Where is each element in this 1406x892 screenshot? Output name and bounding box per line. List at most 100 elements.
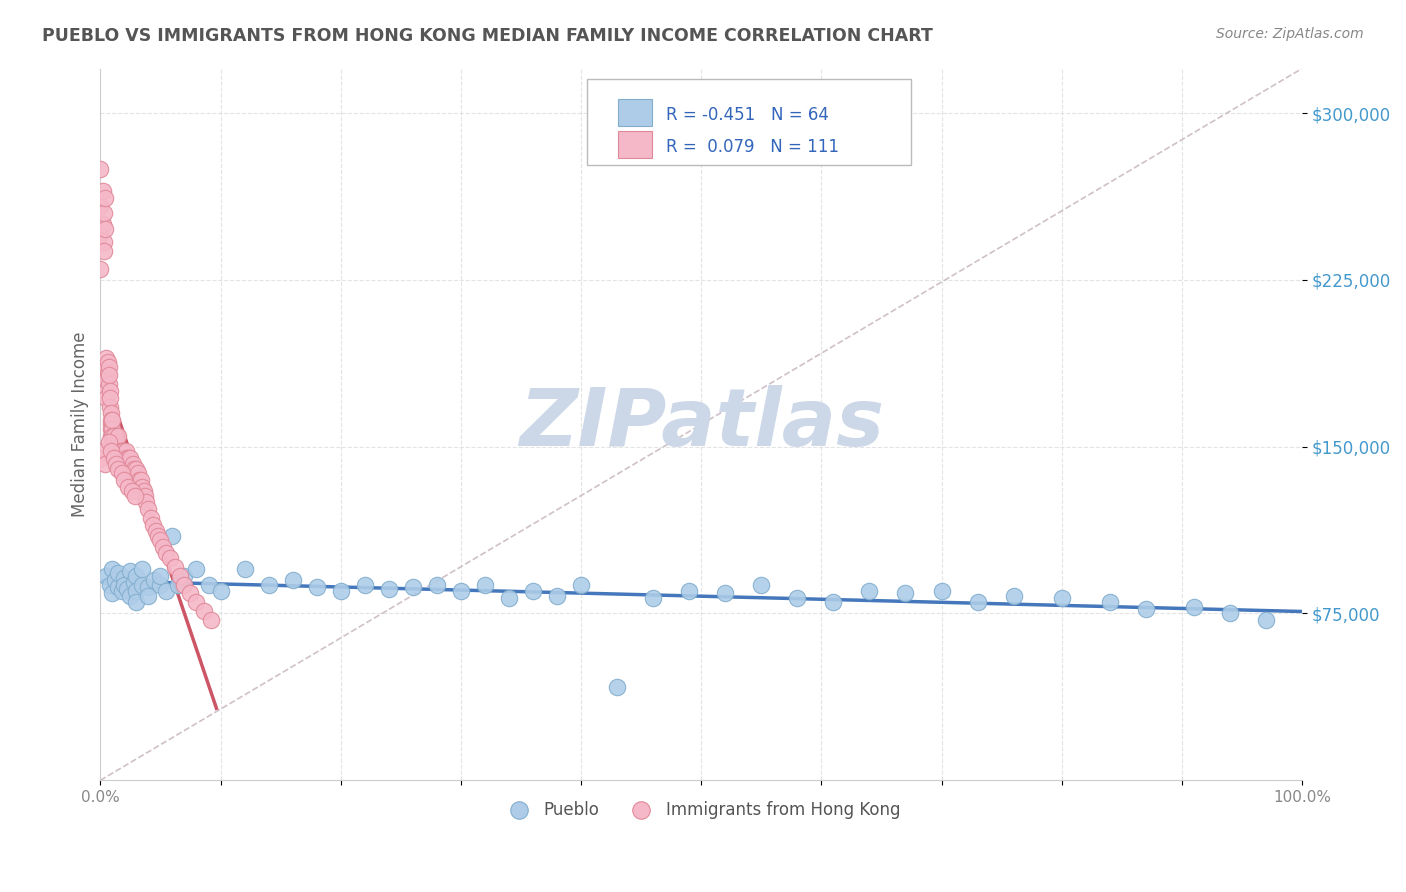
Point (104, 440, 127, 454)
Point (197, 577, 219, 591)
Point (233, 562, 256, 576)
Point (209, 584, 232, 599)
Text: ZIPatlas: ZIPatlas (519, 385, 884, 464)
Point (108, 450, 131, 465)
Point (117, 480, 139, 494)
Point (103, 428, 125, 442)
Point (129, 473, 152, 487)
Point (115, 450, 138, 465)
Point (89, 161, 111, 176)
Point (101, 562, 124, 576)
Point (103, 450, 125, 465)
Point (122, 462, 145, 476)
Point (281, 573, 304, 587)
Point (107, 462, 129, 476)
Point (823, 595, 845, 609)
Point (163, 559, 186, 574)
Point (749, 577, 772, 591)
Point (169, 568, 191, 582)
Point (112, 473, 135, 487)
Point (96, 351, 118, 365)
Point (112, 458, 135, 472)
Point (91, 217, 114, 231)
Point (522, 584, 544, 599)
Point (98, 577, 121, 591)
Point (104, 435, 127, 450)
Point (120, 450, 142, 465)
Point (931, 584, 953, 599)
Point (114, 444, 136, 458)
Point (257, 577, 280, 591)
Point (89, 450, 111, 465)
Point (112, 444, 135, 458)
Point (858, 584, 880, 599)
Point (98, 400, 121, 414)
Point (138, 580, 160, 594)
Point (89, 261, 111, 276)
Point (89, 199, 111, 213)
Point (111, 444, 134, 458)
Point (96, 373, 118, 387)
Point (152, 540, 174, 554)
Point (107, 440, 129, 454)
Point (167, 577, 190, 591)
Point (129, 480, 152, 494)
Point (678, 584, 700, 599)
Point (121, 467, 143, 481)
Point (112, 450, 135, 465)
Point (101, 413, 124, 427)
Point (546, 589, 568, 603)
Point (104, 444, 127, 458)
Point (131, 577, 153, 591)
Point (125, 462, 148, 476)
Point (125, 568, 148, 582)
Text: R =  0.079   N = 111: R = 0.079 N = 111 (666, 138, 839, 156)
Point (124, 489, 146, 503)
Point (143, 573, 166, 587)
Point (91, 184, 114, 198)
Point (97, 368, 120, 383)
Point (162, 528, 184, 542)
Point (329, 584, 352, 599)
Point (155, 584, 177, 599)
Text: R = -0.451   N = 64: R = -0.451 N = 64 (666, 106, 830, 124)
Point (127, 467, 149, 481)
Point (111, 584, 134, 599)
Point (894, 586, 917, 600)
Point (94, 458, 117, 472)
Point (121, 462, 143, 476)
Point (100, 417, 122, 432)
Point (159, 550, 181, 565)
Point (606, 680, 628, 694)
Point (101, 586, 124, 600)
Point (96, 568, 118, 582)
Point (643, 591, 665, 605)
Point (714, 586, 737, 600)
Text: Source: ZipAtlas.com: Source: ZipAtlas.com (1216, 27, 1364, 41)
Point (117, 462, 139, 476)
Point (100, 428, 122, 442)
Point (105, 444, 128, 458)
Point (110, 458, 132, 472)
Text: PUEBLO VS IMMIGRANTS FROM HONG KONG MEDIAN FAMILY INCOME CORRELATION CHART: PUEBLO VS IMMIGRANTS FROM HONG KONG MEDI… (42, 27, 934, 45)
Point (146, 528, 169, 542)
Point (111, 458, 134, 472)
Point (111, 450, 134, 465)
Point (149, 533, 172, 547)
Point (98, 384, 121, 398)
Point (128, 473, 150, 487)
Point (120, 458, 142, 472)
Point (96, 361, 118, 376)
Point (108, 444, 131, 458)
Point (107, 566, 129, 581)
Point (149, 577, 172, 591)
Point (122, 467, 145, 481)
Point (134, 489, 156, 503)
Point (138, 589, 160, 603)
Point (98, 391, 121, 405)
Point (93, 206, 115, 220)
Point (115, 458, 138, 472)
Point (114, 458, 136, 472)
Point (111, 467, 134, 481)
Point (115, 582, 138, 596)
